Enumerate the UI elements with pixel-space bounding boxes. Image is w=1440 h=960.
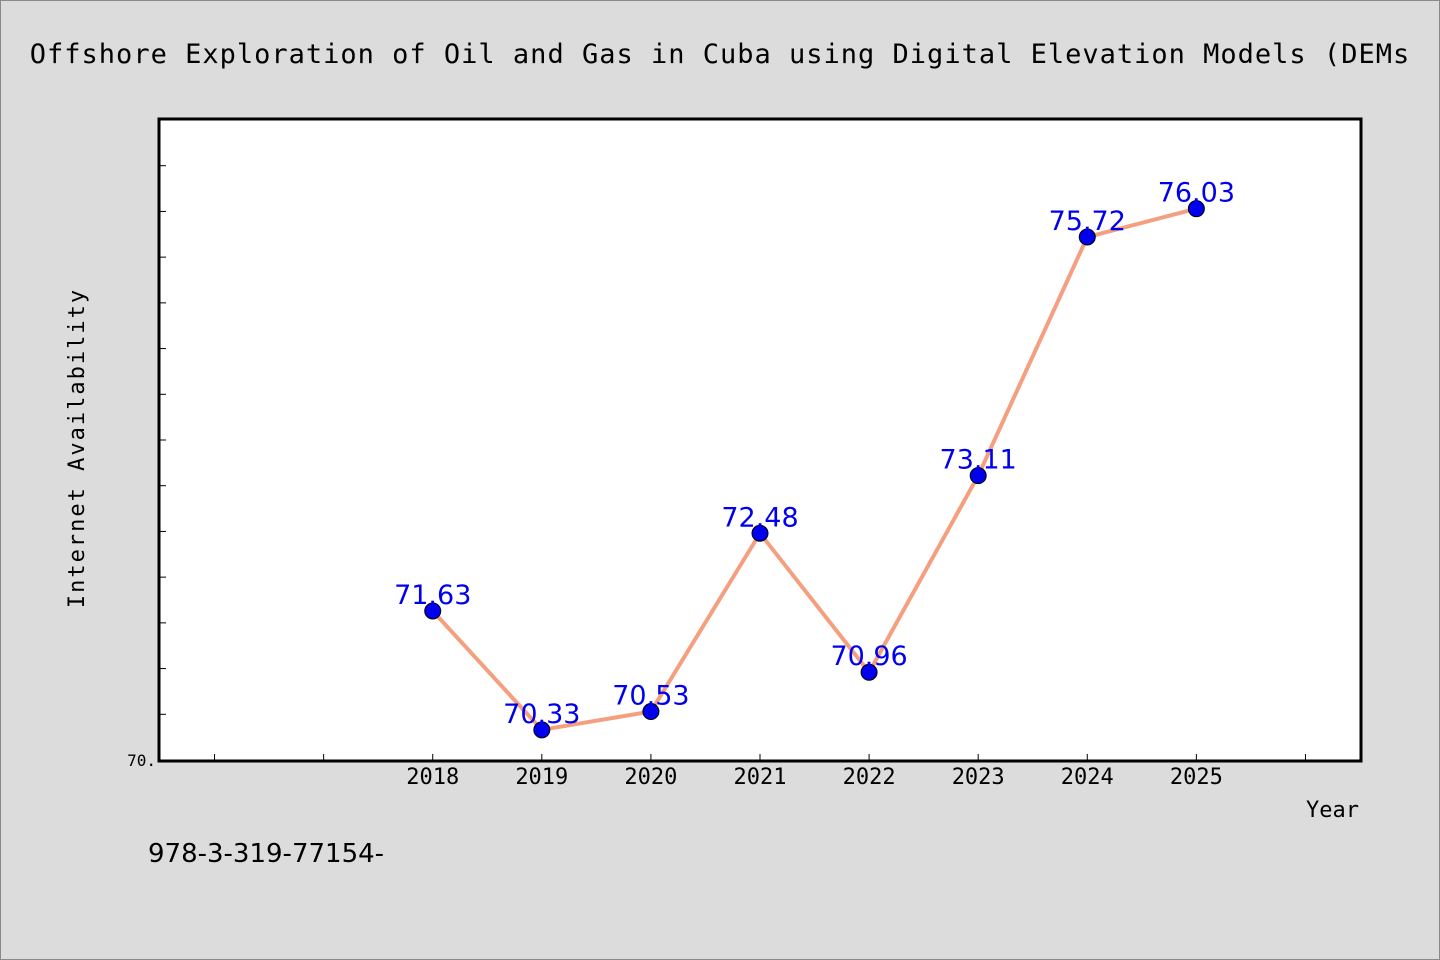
data-label: 75.72	[1049, 206, 1126, 237]
y-tick-label: 70.	[127, 751, 156, 770]
x-tick-label: 2022	[843, 765, 896, 790]
data-point	[642, 703, 660, 721]
data-point	[860, 663, 878, 681]
y-axis-ticks	[160, 119, 166, 761]
series-line	[430, 206, 1199, 732]
chart-title: Offshore Exploration of Oil and Gas in C…	[30, 39, 1410, 70]
x-axis-tick-labels: 2018 2019 2020 2021 2022 2023 2024 2025	[406, 765, 1223, 790]
data-point	[751, 524, 769, 542]
data-label: 70.53	[612, 681, 689, 712]
data-point	[969, 467, 987, 485]
data-labels: 71.63 70.33 70.53 72.48 70.96 73.11 75.72 76.03	[394, 178, 1235, 730]
data-point	[424, 602, 442, 620]
plot-area	[157, 117, 1363, 763]
x-tick-label: 2019	[515, 765, 568, 790]
data-label: 72.48	[721, 502, 798, 533]
data-label: 70.33	[503, 699, 580, 730]
x-tick-label: 2018	[406, 765, 459, 790]
x-axis-label: Year	[1306, 798, 1359, 823]
x-tick-label: 2025	[1170, 765, 1223, 790]
x-axis-ticks	[214, 754, 1306, 760]
footnote: 978-3-319-77154-	[148, 839, 384, 869]
y-axis-label: Internet Availability	[65, 288, 90, 608]
x-tick-label: 2024	[1061, 765, 1114, 790]
data-label: 73.11	[940, 445, 1017, 476]
y-axis-tick-labels: 70.	[127, 751, 156, 770]
series-markers	[424, 200, 1205, 739]
data-point	[533, 721, 551, 739]
data-point	[1078, 228, 1096, 246]
x-tick-label: 2020	[624, 765, 677, 790]
data-point	[1187, 200, 1205, 218]
x-tick-label: 2023	[952, 765, 1005, 790]
data-label: 71.63	[394, 580, 471, 611]
x-tick-label: 2021	[734, 765, 787, 790]
data-label: 70.96	[830, 641, 907, 672]
data-label: 76.03	[1158, 178, 1235, 209]
